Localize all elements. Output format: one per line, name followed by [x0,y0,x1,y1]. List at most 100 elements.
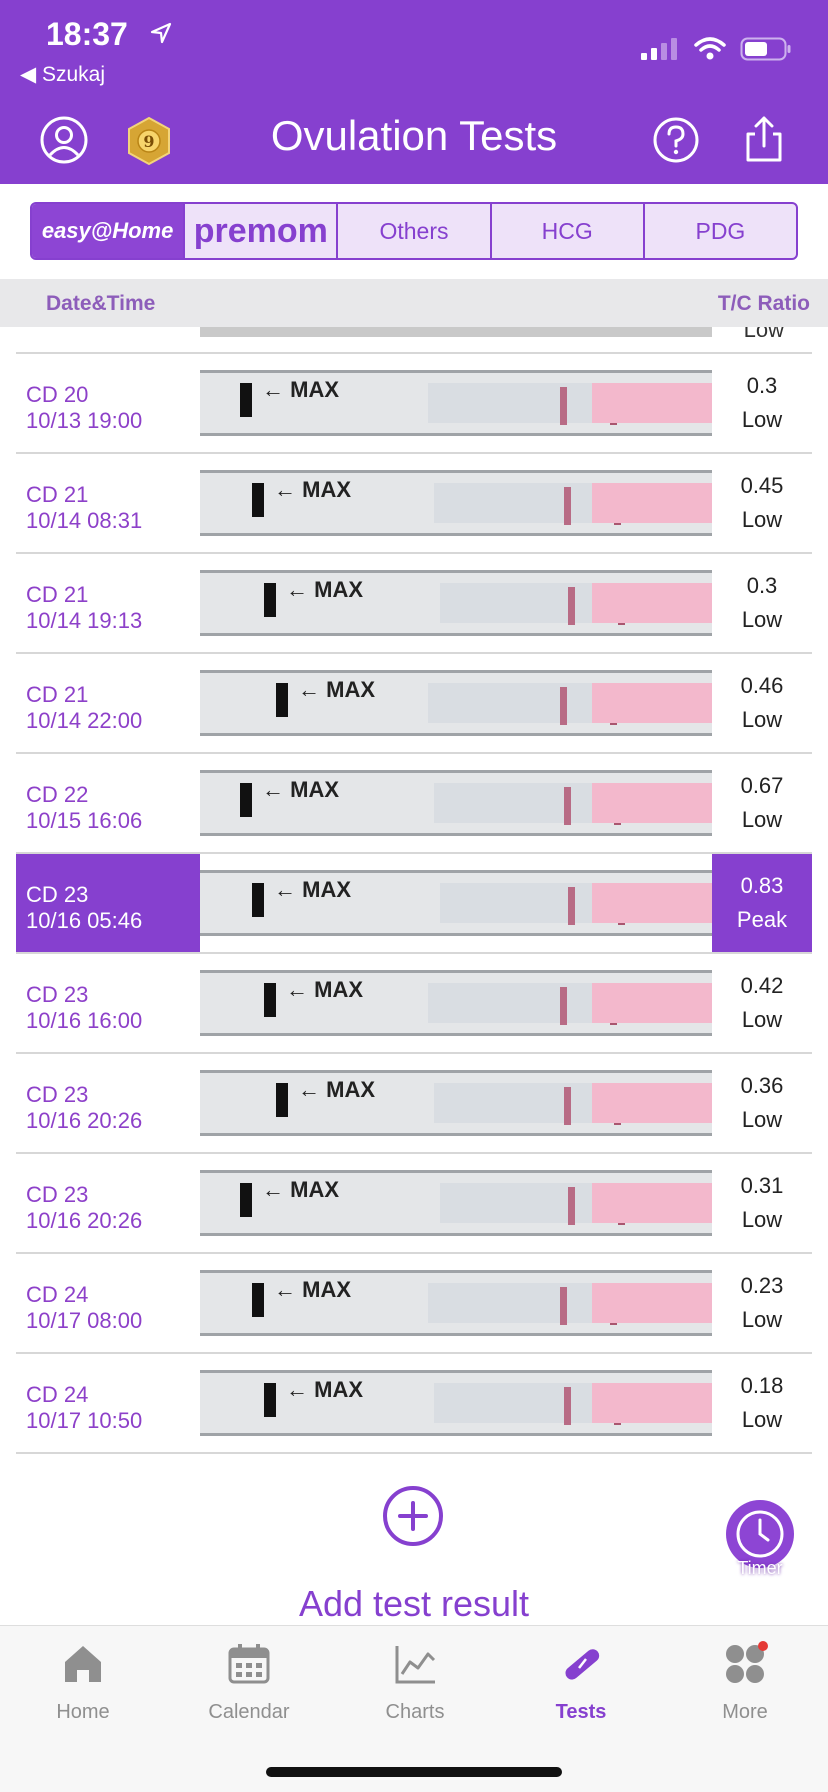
brand-tabs: easy@Home premom Others HCG PDG [30,202,798,260]
test-result-row[interactable]: CD 23 10/16 20:26 ← MAX 0.36 Low [16,1054,812,1154]
tab-charts[interactable]: Charts [332,1640,498,1724]
strip-absorbent-pad [592,1283,712,1323]
strip-max-label: ← MAX [262,1177,340,1202]
strip-max-label: ← MAX [274,1277,352,1302]
row-ratio: 0.45 Low [712,454,812,552]
tc-level: Low [741,507,783,532]
tc-level: Low [741,1107,783,1132]
help-icon[interactable] [648,112,704,168]
tc-ratio-value: 0.45 [740,473,784,498]
tab-others[interactable]: Others [338,204,492,258]
cycle-day: CD 22 [26,782,89,807]
tab-pdg[interactable]: PDG [695,217,746,244]
strip-handle-mark [264,1383,276,1417]
strip-handle-mark [240,383,252,417]
test-result-row[interactable]: CD 23 10/16 05:46 ← MAX 0.83 Peak [16,854,812,954]
strip-absorbent-pad [592,783,712,823]
strip-max-label: ← MAX [274,477,352,502]
signal-icon [641,38,677,60]
add-result-button[interactable]: Add test result [298,1583,530,1624]
strip-absorbent-pad [592,1083,712,1123]
test-results-list[interactable]: Low CD 20 10/13 19:00 ← MAX 0.3 Low CD 21 10/1… [0,327,828,1457]
tab-premom[interactable]: premom [185,204,339,258]
test-result-row[interactable]: CD 23 10/16 20:26 ← MAX 0.31 Low [16,1154,812,1254]
more-icon [726,1641,768,1683]
test-result-row[interactable]: CD 21 10/14 08:31 ← MAX 0.45 Low [16,454,812,554]
app-header: 18:37 ◀ Szukaj 9 Ovulation Tests [0,0,828,184]
row-ratio: 0.67 Low [712,754,812,852]
strip-test-line [560,1287,567,1325]
cycle-day: CD 21 [26,582,89,607]
test-result-row[interactable]: CD 21 10/14 19:13 ← MAX 0.3 Low [16,554,812,654]
strip-test-line [564,787,571,825]
wifi-icon [694,37,726,60]
row-date: CD 24 10/17 08:00 [16,1254,200,1352]
test-result-row[interactable]: CD 24 10/17 08:00 ← MAX 0.23 Low [16,1254,812,1354]
strip-test-line [560,387,567,425]
tab-hcg[interactable]: HCG [492,204,645,258]
row-ratio: 0.3 Low [712,354,812,452]
tc-level: Low [741,407,783,432]
row-ratio: 0.31 Low [712,1154,812,1252]
row-ratio: 0.46 Low [712,654,812,752]
strip-absorbent-pad [592,583,712,623]
test-result-row[interactable]: CD 23 10/16 16:00 ← MAX 0.42 Low [16,954,812,1054]
test-strip-image: ← MAX [200,370,712,436]
tc-ratio-value: 0.3 [746,573,778,598]
tc-level: Low [741,1207,783,1232]
page-title: Ovulation Tests [270,112,558,159]
strip-window [434,483,614,523]
tc-ratio-value: 0.18 [740,1373,784,1398]
timer-icon[interactable] [726,1500,794,1568]
row-date: CD 23 10/16 16:00 [16,954,200,1052]
test-result-row[interactable]: CD 20 10/13 19:00 ← MAX 0.3 Low [16,354,812,454]
level-badge-icon[interactable]: 9 [126,116,172,166]
column-date-label: Date&Time [46,292,156,315]
strip-window [440,583,620,623]
test-result-row[interactable]: CD 21 10/14 22:00 ← MAX 0.46 Low [16,654,812,754]
tc-level: Peak [736,907,788,932]
row-date: CD 21 10/14 22:00 [16,654,200,752]
cycle-day: CD 21 [26,482,89,507]
test-strip-image: ← MAX [200,470,712,536]
test-strip-image: ← MAX [200,570,712,636]
test-strip-image: ← MAX [200,1370,712,1436]
strip-absorbent-pad [592,883,712,923]
profile-icon[interactable] [36,112,92,168]
test-strip-icon [565,1649,600,1680]
battery-icon [740,37,791,61]
tab-home[interactable]: Home [0,1640,166,1724]
back-to-search[interactable]: ◀ Szukaj [20,63,106,86]
strip-window [440,883,620,923]
partial-row[interactable]: Low [16,327,812,354]
strip-window [440,1183,620,1223]
test-strip-image: ← MAX [200,770,712,836]
share-icon[interactable] [736,112,792,168]
tc-ratio-value: 0.31 [740,1173,784,1198]
bottom-tab-bar: Home Calendar Charts Tests [0,1625,828,1792]
tab-tests[interactable]: Tests [498,1640,664,1724]
status-icons [640,36,792,62]
strip-max-text: MAX [290,1177,340,1202]
tab-tests-label: Tests [555,1701,607,1723]
test-result-row[interactable]: CD 22 10/15 16:06 ← MAX 0.67 Low [16,754,812,854]
timer-button[interactable]: Timer [737,1558,783,1578]
strip-handle-mark [252,883,264,917]
test-strip-image: ← MAX [200,1170,712,1236]
strip-max-label: ← MAX [262,377,340,402]
tab-more[interactable]: More [662,1640,828,1724]
location-arrow-icon [150,22,172,44]
row-date: CD 24 10/17 10:50 [16,1354,200,1452]
tab-calendar[interactable]: Calendar [166,1640,332,1724]
test-result-row[interactable]: CD 24 10/17 10:50 ← MAX 0.18 Low [16,1354,812,1454]
add-circle-icon[interactable] [382,1485,444,1547]
tab-easy-home[interactable]: easy@Home [32,204,186,258]
cycle-day: CD 23 [26,982,89,1007]
strip-max-text: MAX [314,577,364,602]
test-strip-image: ← MAX [200,670,712,736]
strip-test-line [564,487,571,525]
strip-test-line [560,687,567,725]
test-strip-image [200,327,712,337]
cycle-day: CD 21 [26,682,89,707]
row-ratio: 0.42 Low [712,954,812,1052]
